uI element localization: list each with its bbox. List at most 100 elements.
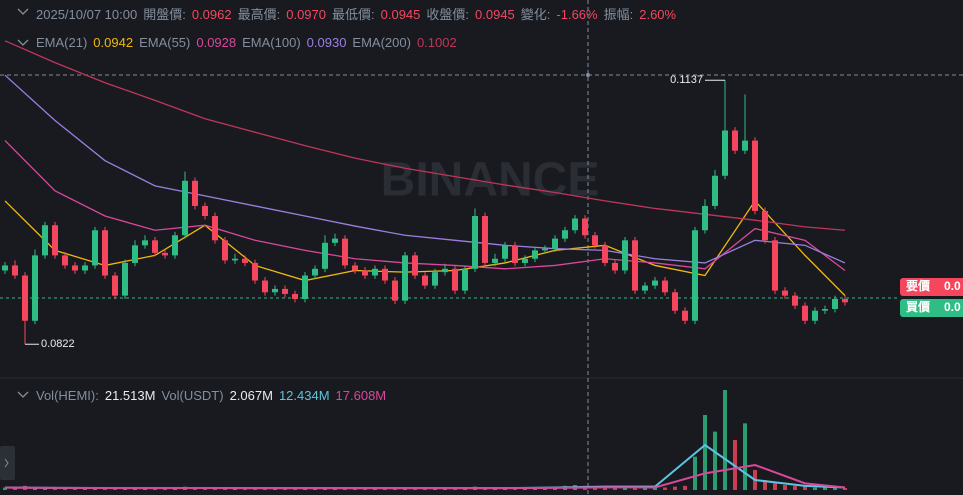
volume-bar	[243, 488, 247, 490]
candle-body	[652, 280, 658, 286]
volume-bar	[713, 431, 717, 490]
volume-ma-line	[4, 443, 846, 490]
collapse-icon[interactable]	[17, 39, 29, 46]
candle-body	[32, 255, 38, 321]
volume-bar	[693, 456, 697, 490]
candle-body	[72, 265, 78, 271]
candle-body	[312, 268, 318, 276]
candle-body	[682, 310, 688, 321]
expand-icon	[4, 458, 9, 468]
ema-value: 0.0928	[196, 35, 237, 50]
ema-value: 0.0930	[306, 35, 347, 50]
volume-bar	[823, 487, 827, 490]
volume-bar	[843, 488, 847, 490]
volume-bar	[343, 488, 347, 490]
ema-line	[4, 199, 846, 297]
bid-tag	[900, 299, 963, 317]
candle-body	[612, 262, 618, 271]
volume-bar	[63, 488, 67, 490]
volume-bar	[453, 488, 457, 490]
field-value: 0.0945	[380, 7, 421, 22]
candle-body	[632, 240, 638, 291]
watermark: BINANCE	[381, 154, 600, 207]
field-value: -1.66%	[556, 7, 598, 22]
candle-body	[532, 250, 538, 259]
volume-bar	[463, 488, 467, 490]
candle-body	[332, 238, 338, 243]
ema-value: 0.0942	[93, 35, 134, 50]
timestamp: 2025/10/07 10:00	[36, 7, 138, 22]
candle-body	[782, 290, 788, 296]
candle-body	[842, 298, 848, 303]
volume-bar	[683, 485, 687, 490]
volume-bar	[113, 488, 117, 490]
candle-body	[342, 238, 348, 266]
volume-bar	[143, 488, 147, 490]
candle-body	[392, 280, 398, 301]
candle-body	[622, 240, 628, 271]
candle-body	[272, 288, 278, 293]
candle-body	[552, 238, 558, 249]
volume-bar	[773, 483, 777, 490]
volume-bar	[53, 488, 57, 490]
collapse-icon[interactable]	[17, 8, 29, 15]
crosshair-point	[586, 73, 590, 77]
candle-body	[672, 292, 678, 311]
field-value: 0.0962	[191, 7, 232, 22]
collapse-icon[interactable]	[17, 391, 29, 398]
volume-value: 2.067M	[229, 388, 273, 403]
candle-body	[762, 210, 768, 241]
candle-body	[42, 225, 48, 256]
volume-bar	[613, 488, 617, 490]
candle-body	[12, 265, 18, 276]
volume-bar	[813, 487, 817, 490]
candle-body	[352, 265, 358, 271]
ohlc-header: 2025/10/07 10:00 開盤價: 0.0962 最高價: 0.0970 最低價:…	[36, 4, 682, 23]
candle-body	[202, 205, 208, 216]
candle-body	[472, 216, 478, 269]
volume-bar	[643, 487, 647, 490]
candle-body	[252, 262, 258, 281]
volume-bar	[723, 390, 727, 490]
field-label: 開盤價:	[143, 7, 186, 22]
field-value: 2.60%	[639, 7, 677, 22]
volume-bar	[223, 488, 227, 490]
candle-body	[162, 252, 168, 256]
volume-bar	[233, 488, 237, 490]
field-label: 收盤價:	[426, 7, 470, 22]
candle-body	[792, 295, 798, 306]
candle-body	[172, 235, 178, 256]
volume-bar	[373, 488, 377, 490]
candle-body	[372, 268, 378, 276]
candle-body	[412, 255, 418, 276]
candle-body	[52, 225, 58, 256]
candle-body	[382, 268, 388, 281]
candle-body	[562, 230, 568, 239]
candle-body	[402, 255, 408, 301]
volume-bar	[153, 488, 157, 490]
ema-line	[4, 74, 846, 264]
candle-body	[642, 285, 648, 291]
candle-body	[282, 288, 288, 294]
volume-bar	[73, 488, 77, 490]
candle-body	[92, 230, 98, 266]
volume-bar	[433, 488, 437, 490]
volume-bar	[803, 486, 807, 490]
candle-body	[192, 180, 198, 206]
candle-body	[752, 140, 758, 211]
volume-bar	[363, 488, 367, 490]
candle-body	[712, 175, 718, 206]
volume-bar	[263, 488, 267, 490]
candle-body	[822, 309, 828, 311]
volume-bar	[523, 488, 527, 490]
ema-line	[4, 40, 846, 231]
candle-body	[182, 180, 188, 236]
candle-body	[242, 258, 248, 263]
volume-bar	[493, 488, 497, 490]
candle-body	[722, 130, 728, 176]
ask-label: 要價	[906, 278, 931, 293]
candle-body	[462, 268, 468, 291]
candle-body	[322, 242, 328, 269]
volume-bar	[833, 487, 837, 490]
volume-bar	[3, 487, 7, 490]
